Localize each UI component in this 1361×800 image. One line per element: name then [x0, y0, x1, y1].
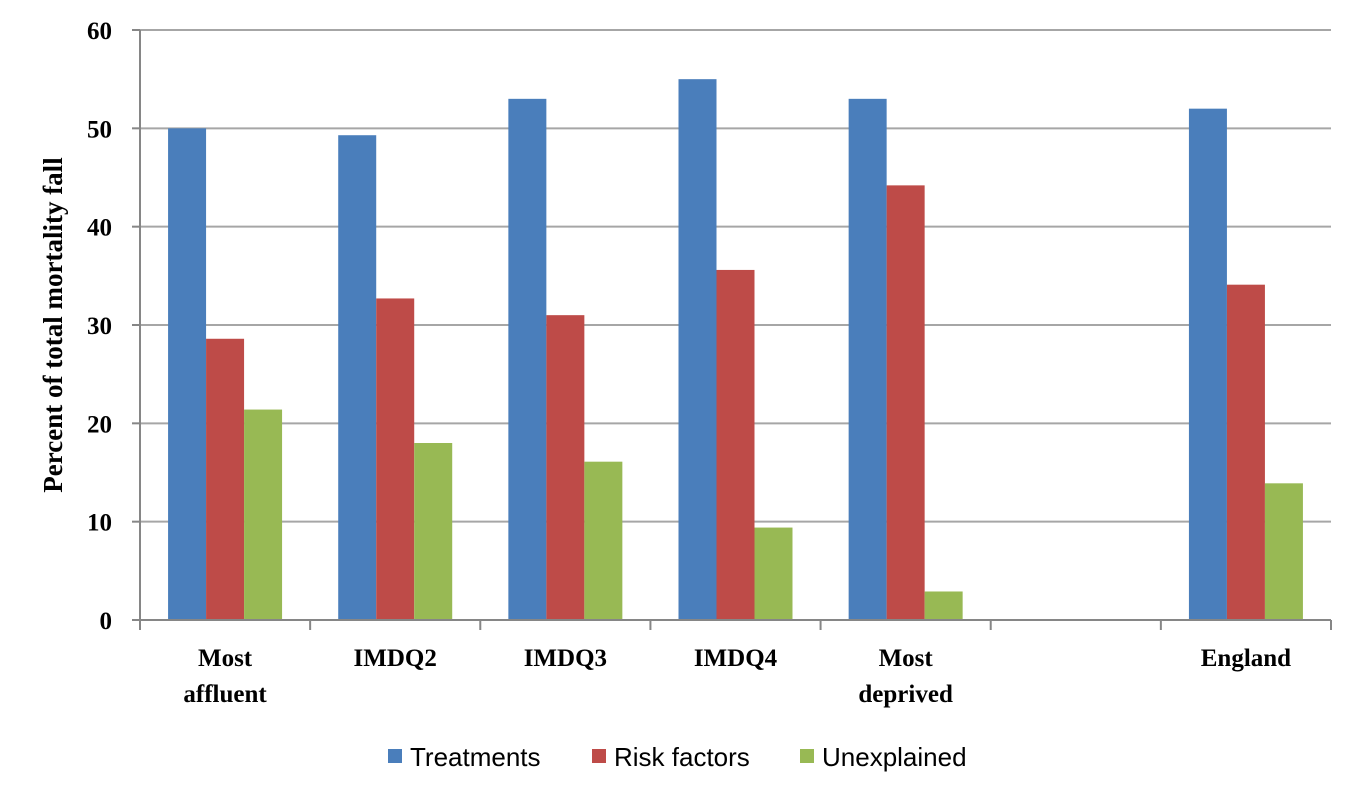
bar-treatments — [338, 135, 377, 620]
legend-swatch — [388, 749, 402, 763]
x-category-label: affluent — [183, 681, 267, 708]
legend-swatch — [800, 749, 814, 763]
legend: Treatments Risk factors Unexplained — [388, 742, 967, 772]
bar-treatments — [168, 128, 207, 621]
y-tick-label: 20 — [87, 411, 112, 438]
bar-risk-factors — [1226, 284, 1265, 620]
x-category-label: IMDQ2 — [354, 645, 437, 672]
bars — [168, 79, 1303, 621]
x-category-labels: Most affluent IMDQ2 IMDQ3 IMDQ4 Most deprived E… — [183, 645, 1291, 708]
bar-risk-factors — [206, 338, 245, 620]
bar-unexplained — [1264, 483, 1303, 620]
x-category-label: Most — [198, 645, 253, 672]
legend-label: Unexplained — [822, 742, 967, 772]
y-axis-title: Percent of total mortality fall — [38, 157, 68, 493]
legend-label: Risk factors — [614, 742, 750, 772]
legend-label: Treatments — [410, 742, 541, 772]
x-category-label: IMDQ3 — [524, 645, 607, 672]
bar-risk-factors — [716, 269, 755, 620]
x-category-label: England — [1201, 645, 1291, 672]
bar-risk-factors — [546, 315, 585, 620]
y-tick-labels: 0 10 20 30 40 50 60 — [87, 18, 112, 635]
bar-treatments — [508, 98, 547, 621]
y-tick-label: 40 — [87, 215, 112, 242]
axes — [132, 29, 1332, 630]
x-category-label: IMDQ4 — [694, 645, 778, 672]
y-tick-label: 10 — [87, 510, 112, 537]
bar-treatments — [1188, 108, 1227, 621]
bar-risk-factors — [376, 298, 415, 620]
legend-swatch — [592, 749, 606, 763]
y-tick-label: 0 — [100, 608, 113, 635]
bar-unexplained — [414, 443, 453, 620]
x-category-label: Most — [879, 645, 934, 672]
bar-risk-factors — [886, 185, 925, 620]
y-tick-label: 50 — [87, 116, 112, 143]
bar-unexplained — [924, 591, 963, 620]
x-category-label: deprived — [858, 681, 953, 708]
bar-unexplained — [244, 409, 283, 620]
y-tick-label: 60 — [87, 18, 112, 45]
bar-unexplained — [754, 527, 793, 620]
bar-treatments — [678, 79, 717, 620]
bar-treatments — [848, 98, 887, 621]
bar-unexplained — [584, 461, 623, 620]
y-tick-label: 30 — [87, 313, 112, 340]
